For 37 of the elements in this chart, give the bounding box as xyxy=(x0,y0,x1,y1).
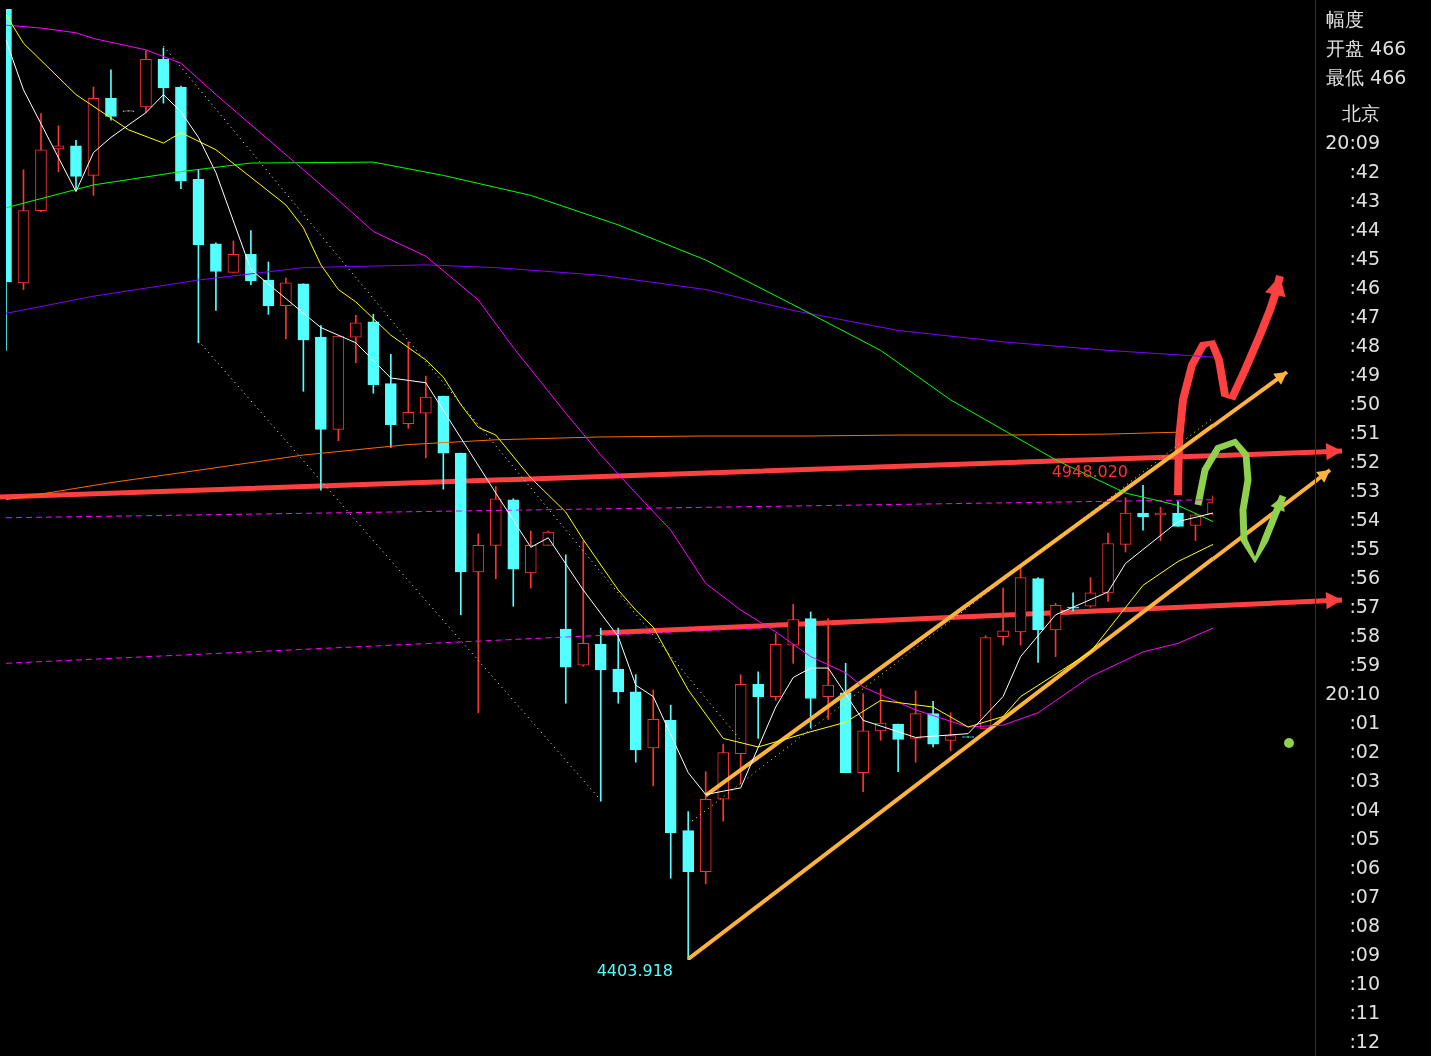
text: :47 xyxy=(1348,304,1380,329)
text: :06 xyxy=(1348,855,1380,880)
text: :04 xyxy=(1348,797,1380,822)
text: :45 xyxy=(1348,246,1380,271)
text: :09 xyxy=(1348,942,1380,967)
text: :54 xyxy=(1348,507,1380,532)
text: :57 xyxy=(1348,594,1380,619)
text: 幅度 xyxy=(1326,7,1365,32)
text: 最低 466 xyxy=(1326,65,1408,90)
text: :55 xyxy=(1348,536,1380,561)
text: :44 xyxy=(1348,217,1380,242)
text: :02 xyxy=(1348,739,1380,764)
text: :03 xyxy=(1348,768,1380,793)
text: :59 xyxy=(1348,652,1380,677)
text: 北京 xyxy=(1341,101,1380,126)
text: :51 xyxy=(1348,420,1380,445)
text: :49 xyxy=(1348,362,1380,387)
text: 20:09 xyxy=(1324,130,1380,155)
text: :08 xyxy=(1348,913,1380,938)
text: :50 xyxy=(1348,391,1380,416)
text: 20:10 xyxy=(1324,681,1380,706)
text: 4403.918 xyxy=(596,961,673,981)
text: :07 xyxy=(1348,884,1380,909)
text: :43 xyxy=(1348,188,1380,213)
text: :52 xyxy=(1348,449,1380,474)
text: :11 xyxy=(1348,1000,1380,1025)
text: :01 xyxy=(1348,710,1380,735)
text: :56 xyxy=(1348,565,1380,590)
text: 开盘 466 xyxy=(1326,36,1408,61)
text: :53 xyxy=(1348,478,1380,503)
text: :46 xyxy=(1348,275,1380,300)
text: :58 xyxy=(1348,623,1380,648)
text: :48 xyxy=(1348,333,1380,358)
text: :12 xyxy=(1348,1029,1380,1054)
text: :05 xyxy=(1348,826,1380,851)
text: :42 xyxy=(1348,159,1380,184)
text: :10 xyxy=(1348,971,1380,996)
